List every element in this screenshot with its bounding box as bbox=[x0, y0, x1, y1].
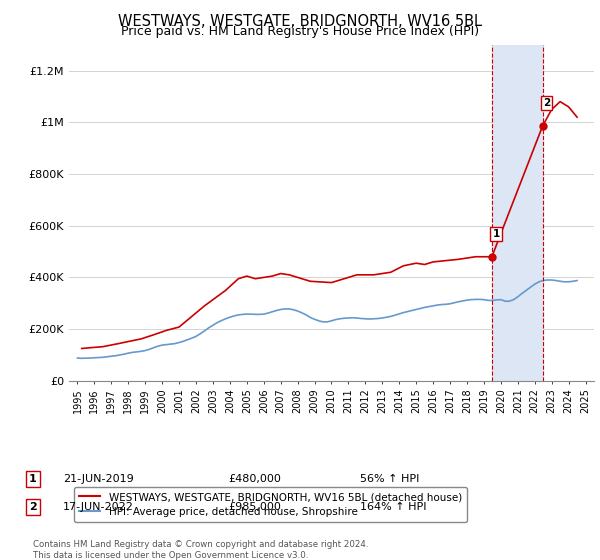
Text: Contains HM Land Registry data © Crown copyright and database right 2024.
This d: Contains HM Land Registry data © Crown c… bbox=[33, 540, 368, 560]
Legend: WESTWAYS, WESTGATE, BRIDGNORTH, WV16 5BL (detached house), HPI: Average price, d: WESTWAYS, WESTGATE, BRIDGNORTH, WV16 5BL… bbox=[74, 487, 467, 522]
Text: 1: 1 bbox=[29, 474, 37, 484]
Text: 21-JUN-2019: 21-JUN-2019 bbox=[63, 474, 134, 484]
Text: WESTWAYS, WESTGATE, BRIDGNORTH, WV16 5BL: WESTWAYS, WESTGATE, BRIDGNORTH, WV16 5BL bbox=[118, 14, 482, 29]
Text: 1: 1 bbox=[493, 228, 500, 239]
Text: 56% ↑ HPI: 56% ↑ HPI bbox=[360, 474, 419, 484]
Bar bbox=[492, 45, 542, 381]
Text: £985,000: £985,000 bbox=[228, 502, 281, 512]
Text: £480,000: £480,000 bbox=[228, 474, 281, 484]
Text: 2: 2 bbox=[543, 98, 550, 108]
Text: 164% ↑ HPI: 164% ↑ HPI bbox=[360, 502, 427, 512]
Text: 2: 2 bbox=[29, 502, 37, 512]
Text: Price paid vs. HM Land Registry's House Price Index (HPI): Price paid vs. HM Land Registry's House … bbox=[121, 25, 479, 38]
Text: 17-JUN-2022: 17-JUN-2022 bbox=[63, 502, 134, 512]
